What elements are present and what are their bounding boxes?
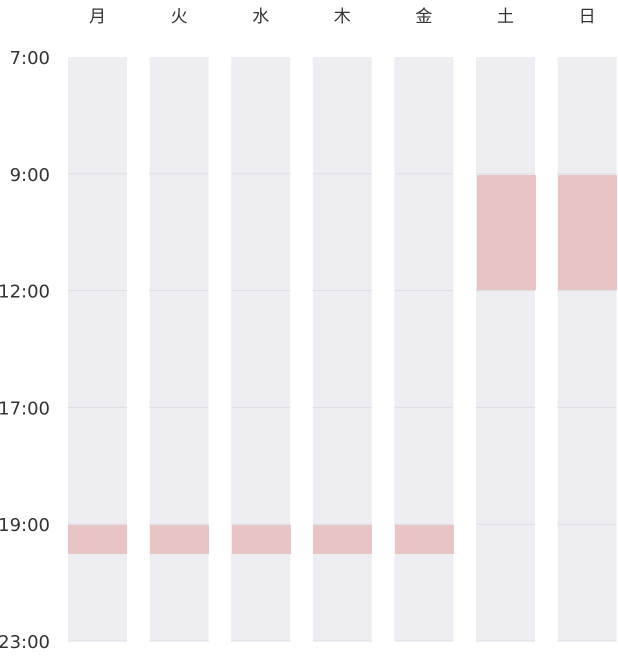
day-column <box>557 57 617 641</box>
day-label: 土 <box>497 7 514 27</box>
slot <box>558 175 617 290</box>
grid <box>68 173 617 642</box>
slot <box>150 525 209 554</box>
slot <box>395 525 454 554</box>
time-label: 12:00 <box>0 282 50 303</box>
slot <box>477 175 536 290</box>
time-label: 7:00 <box>10 48 50 69</box>
day-label: 木 <box>334 7 351 27</box>
day-label: 火 <box>171 7 188 27</box>
slot <box>232 525 291 554</box>
labels: 月 火 水 木 金 土 日 7:00 9:00 12:00 17:00 19:00 23:00 <box>0 7 596 653</box>
highlights <box>68 175 617 554</box>
time-label: 17:00 <box>0 398 50 419</box>
time-label: 23:00 <box>0 632 50 653</box>
slot <box>68 525 127 554</box>
day-label: 水 <box>252 7 269 27</box>
day-column <box>476 57 535 641</box>
time-label: 9:00 <box>10 165 50 186</box>
day-label: 金 <box>415 7 432 27</box>
day-label: 日 <box>579 7 596 27</box>
time-label: 19:00 <box>0 515 50 536</box>
day-label: 月 <box>89 7 106 27</box>
slot <box>313 525 372 554</box>
